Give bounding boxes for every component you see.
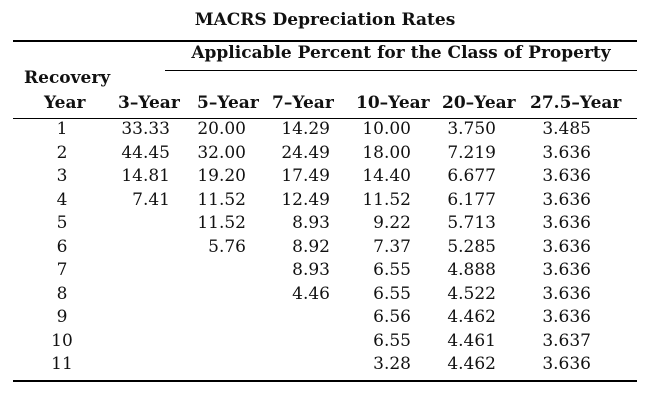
table-cell: 8.92 <box>292 236 330 257</box>
row-year: 4 <box>56 189 68 210</box>
table-cell: 4.462 <box>447 354 496 374</box>
table-cell: 11.52 <box>197 189 246 210</box>
table-cell: 4.462 <box>447 307 496 327</box>
table-subtitle: Applicable Percent for the Class of Prop… <box>191 43 611 63</box>
table-cell: 4.46 <box>292 283 330 304</box>
table-cell: 6.55 <box>373 283 411 304</box>
table-cell: 20.00 <box>197 119 246 139</box>
header-class-3: 3–Year <box>118 93 180 113</box>
row-year: 1 <box>56 119 68 139</box>
top-rule <box>13 40 637 42</box>
table-cell: 9.22 <box>373 213 411 233</box>
table-cell: 5.285 <box>447 236 496 257</box>
table-cell: 11.52 <box>362 189 411 210</box>
table-cell: 3.636 <box>542 142 591 163</box>
table-cell: 12.49 <box>281 189 330 210</box>
table-cell: 3.28 <box>373 354 411 374</box>
table-cell: 19.20 <box>197 166 246 186</box>
table-cell: 6.177 <box>447 189 496 210</box>
table-cell: 3.636 <box>542 260 591 280</box>
row-year: 11 <box>51 354 73 374</box>
table-cell: 3.636 <box>542 307 591 327</box>
header-year: Year <box>44 93 86 113</box>
table-cell: 7.41 <box>132 189 170 210</box>
table-cell: 7.219 <box>447 142 496 163</box>
subtitle-rule <box>165 70 637 71</box>
table-cell: 6.55 <box>373 330 411 351</box>
table-cell: 14.81 <box>121 166 170 186</box>
header-class-20: 20–Year <box>442 93 516 113</box>
bottom-rule <box>13 380 637 382</box>
header-recovery: Recovery <box>24 68 111 88</box>
table-cell: 3.636 <box>542 236 591 257</box>
table-cell: 18.00 <box>362 142 411 163</box>
header-class-5: 5–Year <box>197 93 259 113</box>
table-cell: 6.677 <box>447 166 496 186</box>
table-cell: 11.52 <box>197 213 246 233</box>
table-cell: 17.49 <box>281 166 330 186</box>
table-cell: 3.636 <box>542 166 591 186</box>
row-year: 5 <box>56 213 68 233</box>
row-year: 10 <box>51 330 73 351</box>
table-cell: 7.37 <box>373 236 411 257</box>
table-cell: 32.00 <box>197 142 246 163</box>
row-year: 6 <box>56 236 68 257</box>
table-cell: 3.636 <box>542 189 591 210</box>
table-title: MACRS Depreciation Rates <box>194 10 456 30</box>
table-cell: 33.33 <box>121 119 170 139</box>
table-cell: 14.29 <box>281 119 330 139</box>
table-cell: 3.750 <box>447 119 496 139</box>
table-cell: 4.461 <box>447 330 496 351</box>
table-cell: 5.713 <box>447 213 496 233</box>
row-year: 7 <box>56 260 68 280</box>
table-cell: 8.93 <box>292 260 330 280</box>
table-cell: 6.56 <box>373 307 411 327</box>
header-class-27-5: 27.5–Year <box>530 93 622 113</box>
header-class-10: 10–Year <box>356 93 430 113</box>
table-cell: 8.93 <box>292 213 330 233</box>
table-cell: 24.49 <box>281 142 330 163</box>
table-cell: 44.45 <box>121 142 170 163</box>
table-cell: 10.00 <box>362 119 411 139</box>
table-cell: 6.55 <box>373 260 411 280</box>
row-year: 8 <box>56 283 68 304</box>
row-year: 3 <box>56 166 68 186</box>
header-rule <box>13 118 637 119</box>
table-cell: 3.485 <box>542 119 591 139</box>
table-cell: 3.637 <box>542 330 591 351</box>
table-cell: 14.40 <box>362 166 411 186</box>
header-class-7: 7–Year <box>272 93 334 113</box>
table-cell: 4.522 <box>447 283 496 304</box>
table-cell: 3.636 <box>542 283 591 304</box>
table-cell: 3.636 <box>542 354 591 374</box>
table-cell: 4.888 <box>447 260 496 280</box>
table-cell: 5.76 <box>208 236 246 257</box>
row-year: 9 <box>56 307 68 327</box>
table-cell: 3.636 <box>542 213 591 233</box>
row-year: 2 <box>56 142 68 163</box>
